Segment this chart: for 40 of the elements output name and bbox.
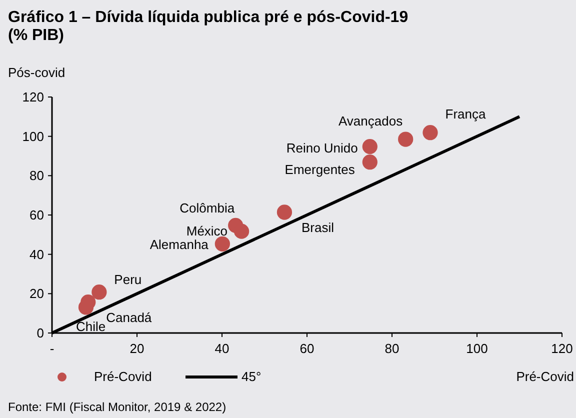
point	[362, 154, 378, 170]
x-tick-label: 80	[384, 341, 400, 356]
y-tick-label: 80	[30, 168, 44, 184]
y-axis-title: Pós-covid	[8, 65, 66, 80]
y-tick-label: 120	[22, 90, 44, 104]
y-tick-label: 60	[30, 208, 44, 222]
annotation: Emergentes	[284, 162, 356, 178]
y-tick-label: 40	[30, 246, 44, 262]
y-tick-label: 0	[36, 326, 44, 340]
x-tick-label: 120	[551, 341, 573, 356]
annotation: Brasil	[301, 220, 334, 236]
annotation: Reino Unido	[286, 140, 358, 156]
x-axis-title: Pré-Covid	[516, 369, 574, 384]
annotation: França	[445, 106, 486, 122]
point	[276, 204, 292, 220]
source-note: Fonte: FMI (Fiscal Monitor, 2019 & 2022)	[8, 400, 226, 414]
x-tick-label: -	[50, 341, 54, 356]
annotation: Canadá	[106, 310, 152, 326]
point	[234, 224, 250, 239]
point	[422, 125, 438, 140]
annotation: Chile	[76, 319, 106, 334]
x-tick-label: 100	[466, 341, 488, 356]
legend-label: 45°	[242, 369, 262, 384]
point	[398, 132, 414, 147]
point	[362, 139, 378, 154]
annotation: México	[186, 223, 228, 238]
x-tick-label: 40	[214, 341, 230, 356]
annotation: Avançados	[338, 113, 404, 128]
y-tick-label: 20	[30, 286, 44, 302]
x-tick-label: 60	[300, 341, 314, 356]
point	[78, 300, 94, 315]
legend-label: Pré-Covid	[94, 369, 152, 384]
annotation: Peru	[114, 272, 142, 288]
point	[92, 284, 107, 300]
annotation: Colômbia	[180, 200, 236, 216]
chart-title: Gráfico 1 – Dívida líquida publica pré e pós-Covid-19 (% PIB)	[8, 9, 408, 44]
y-tick-label: 100	[22, 128, 44, 144]
point	[214, 236, 230, 252]
x-tick-label: 20	[130, 341, 144, 356]
annotation: Alemanha	[150, 236, 210, 252]
